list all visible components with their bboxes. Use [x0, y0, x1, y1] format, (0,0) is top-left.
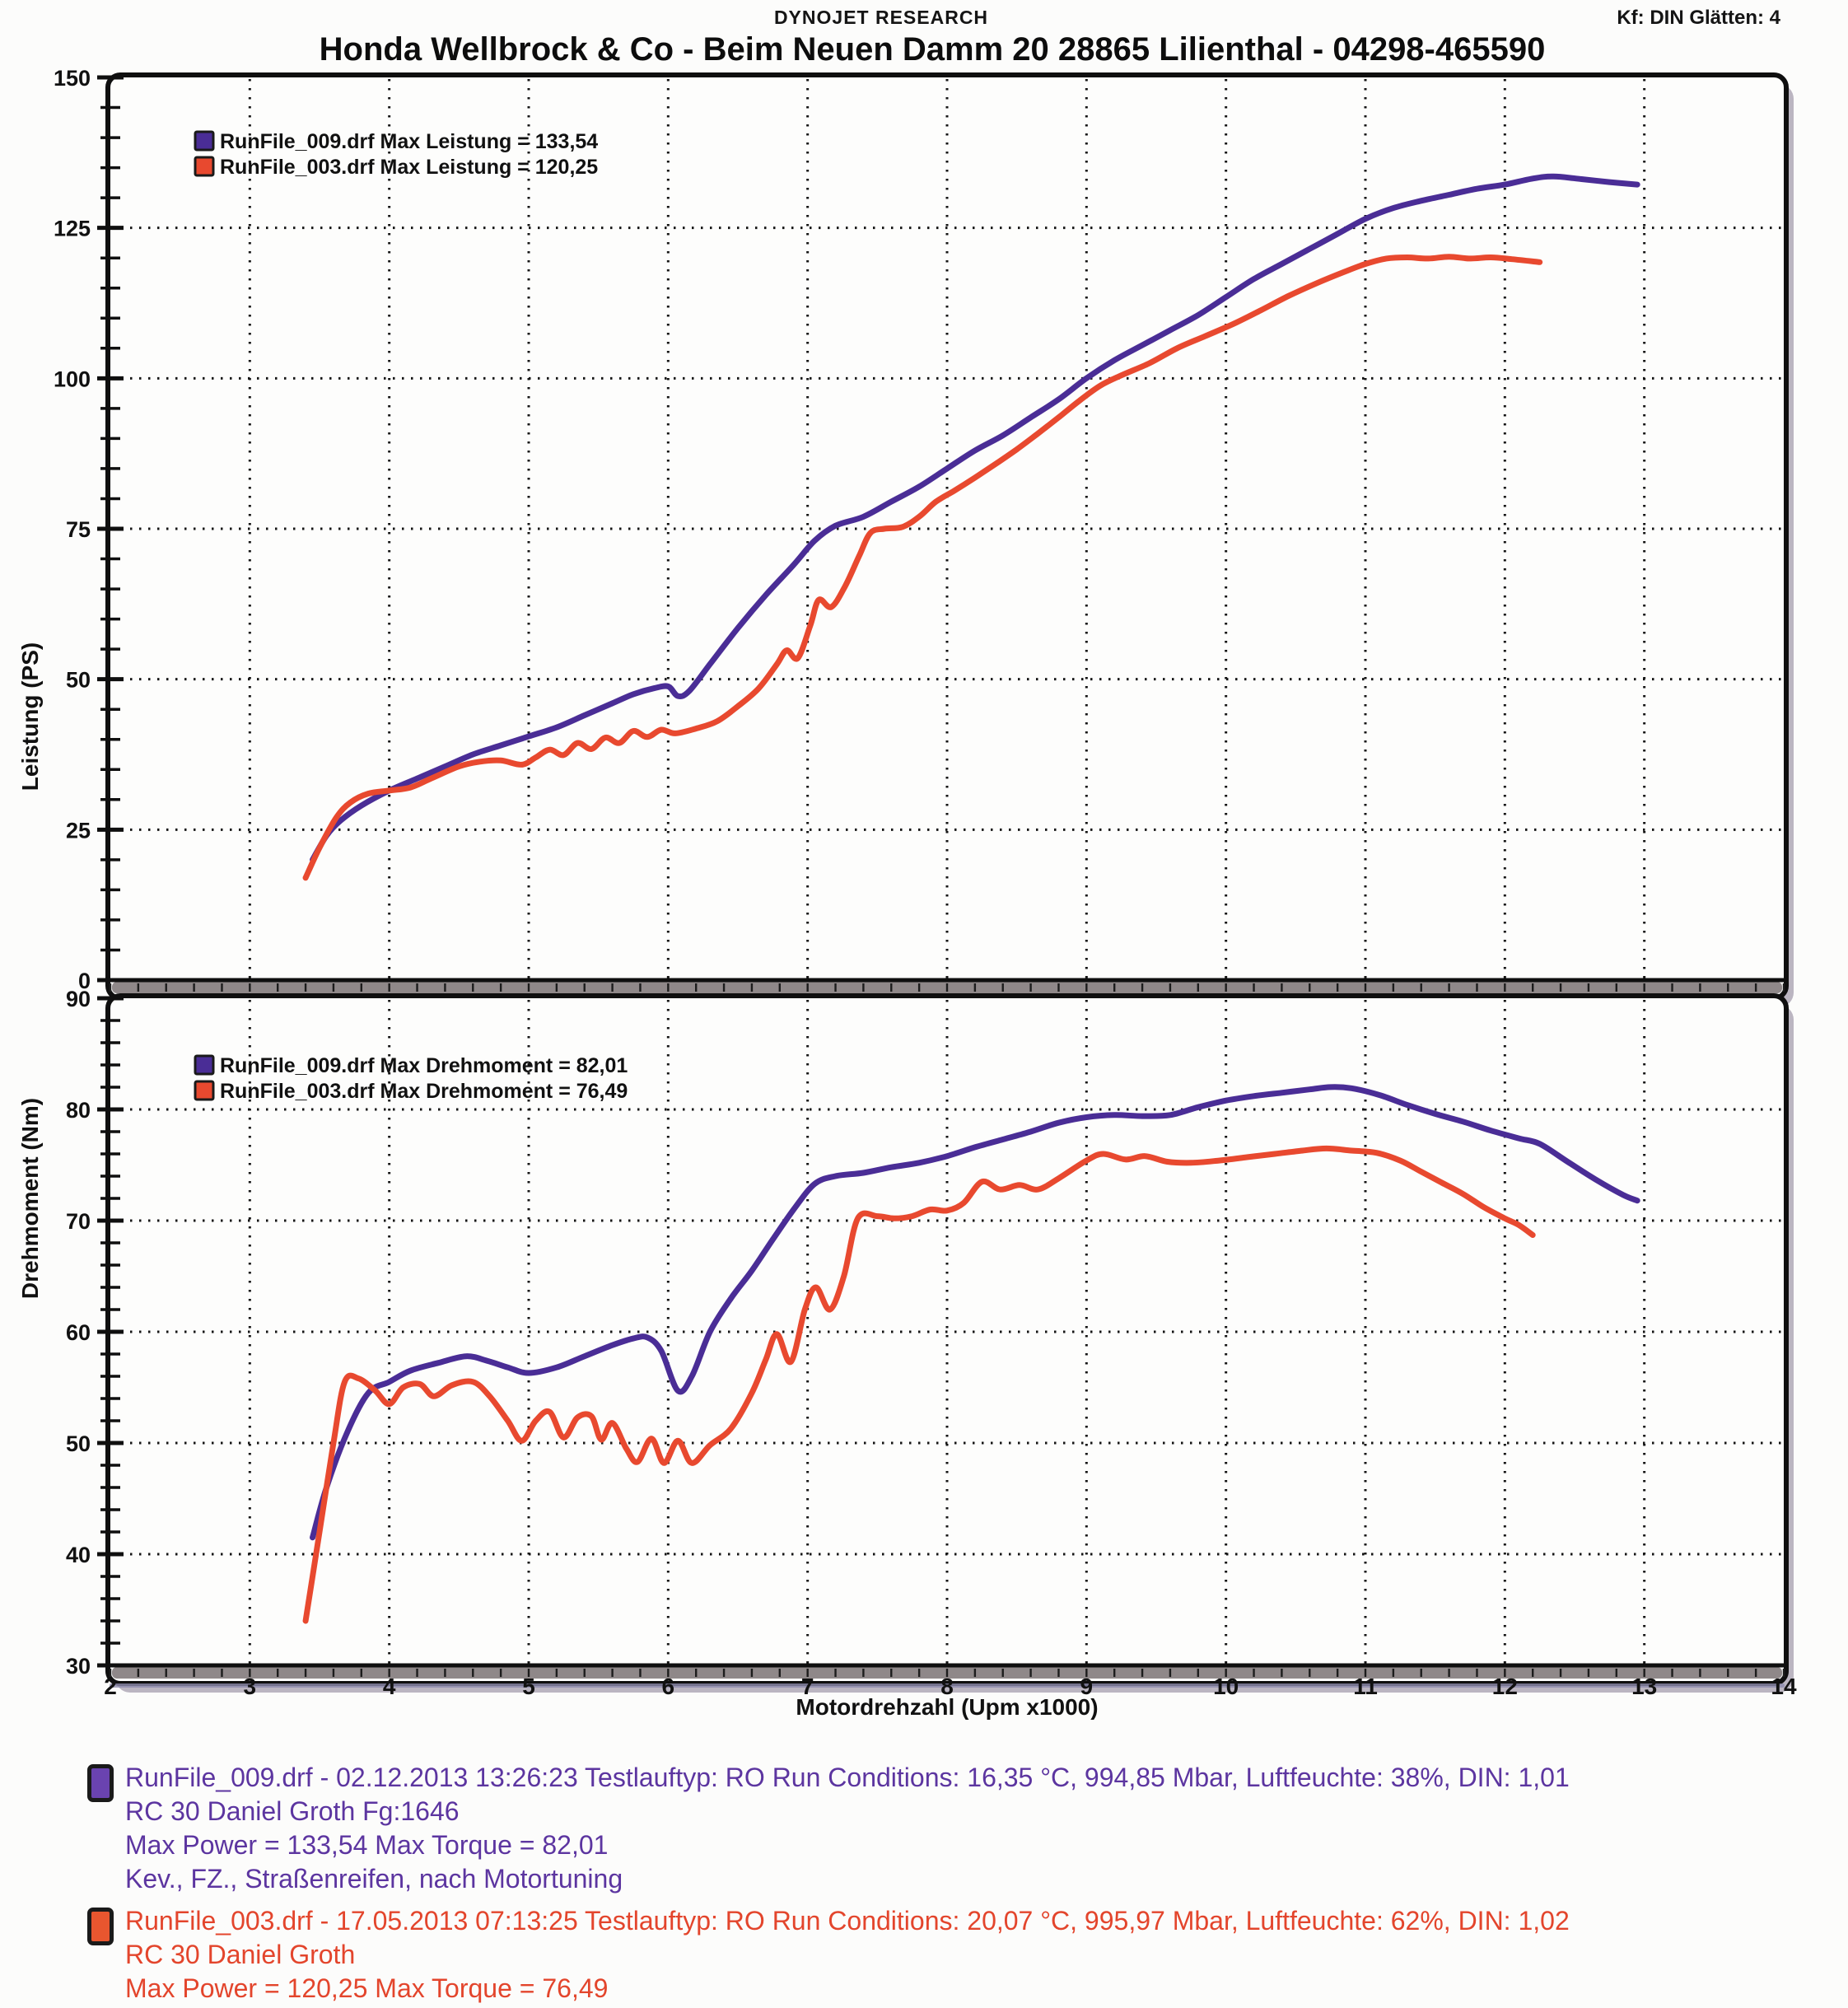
run009-line-notes: Kev., FZ., Straßenreifen, nach Motortuni… — [125, 1864, 623, 1894]
y-tick-label: 80 — [66, 1098, 91, 1123]
legend-label: RunFile_003.drf Max Drehmoment = 76,49 — [220, 1080, 628, 1103]
run-info-block-009: RunFile_009.drf - 02.12.2013 13:26:23 Te… — [87, 1761, 1570, 1896]
torque-chart: 30 40 50 60 70 80 90 Drehmoment (Nm) RunFile_009… — [17, 987, 1797, 1720]
legend-swatch-009 — [194, 1054, 215, 1076]
run-swatch-003-icon — [87, 1908, 114, 1945]
brand-header: DYNOJET RESEARCH — [773, 7, 989, 28]
legend-label: RunFile_003.drf Max Leistung = 120,25 — [220, 156, 598, 179]
page-title: Honda Wellbrock & Co - Beim Neuen Damm 2… — [319, 31, 1546, 68]
curve-runfile_009-drf-power — [310, 173, 1640, 863]
x-tick-label: 7 — [801, 1674, 814, 1699]
legend-swatch-009 — [194, 130, 215, 152]
run003-line-vehicle: RC 30 Daniel Groth — [125, 1940, 356, 1969]
y-tick-label: 125 — [54, 217, 91, 241]
y-tick-label: 60 — [66, 1320, 91, 1345]
run-info-block-003: RunFile_003.drf - 17.05.2013 07:13:25 Te… — [87, 1904, 1570, 2008]
run003-line-max: Max Power = 120,25 Max Torque = 76,49 — [125, 1973, 609, 2003]
curve-runfile_009-drf-torque — [310, 1084, 1640, 1541]
y-tick-label: 40 — [66, 1543, 91, 1567]
curve-runfile_003-drf-torque — [302, 1145, 1536, 1624]
x-tick-label: 11 — [1353, 1674, 1378, 1699]
x-tick-label: 13 — [1631, 1674, 1657, 1699]
legend-swatch-003 — [194, 1080, 215, 1101]
power-chart: 0 25 50 75 100 125 150 Leistung (PS) RunFile_009… — [17, 66, 1794, 1007]
y-tick-label: 90 — [66, 987, 91, 1011]
y-tick-label: 25 — [66, 818, 91, 843]
y-tick-label: 100 — [54, 367, 91, 391]
legend-label: RunFile_009.drf Max Leistung = 133,54 — [220, 130, 598, 153]
run009-line-conditions: RunFile_009.drf - 02.12.2013 13:26:23 Te… — [125, 1763, 1570, 1792]
x-tick-label: 12 — [1492, 1674, 1518, 1699]
run009-line-vehicle: RC 30 Daniel Groth Fg:1646 — [125, 1796, 460, 1826]
run009-line-max: Max Power = 133,54 Max Torque = 82,01 — [125, 1830, 609, 1860]
y-axis-title: Drehmoment (Nm) — [17, 1098, 43, 1299]
y-tick-label: 50 — [66, 1431, 91, 1456]
y-tick-label: 150 — [54, 66, 91, 91]
x-tick-label: 10 — [1213, 1674, 1239, 1699]
y-tick-label: 30 — [66, 1654, 91, 1679]
curve-runfile_003-drf-power — [302, 254, 1543, 881]
y-axis-title: Leistung (PS) — [17, 642, 43, 791]
y-tick-label: 75 — [66, 517, 91, 542]
x-tick-label: 3 — [244, 1674, 257, 1699]
x-axis-title: Motordrehzahl (Upm x1000) — [796, 1694, 1098, 1720]
x-tick-label: 8 — [940, 1674, 954, 1699]
legend-swatch-003 — [194, 156, 215, 177]
run003-line-conditions: RunFile_003.drf - 17.05.2013 07:13:25 Te… — [125, 1906, 1570, 1936]
x-axis-bar-shadow — [110, 1683, 1785, 1688]
x-tick-label: 2 — [104, 1674, 117, 1699]
y-tick-label: 0 — [78, 969, 91, 993]
x-tick-label: 4 — [383, 1674, 396, 1699]
kf-din-note: Kf: DIN Glätten: 4 — [1617, 7, 1780, 29]
x-tick-label: 14 — [1771, 1674, 1797, 1699]
legend-label: RunFile_009.drf Max Drehmoment = 82,01 — [220, 1054, 628, 1077]
x-tick-label: 9 — [1080, 1674, 1094, 1699]
x-tick-label: 5 — [522, 1674, 535, 1699]
y-tick-label: 70 — [66, 1209, 91, 1234]
x-tick-label: 6 — [662, 1674, 675, 1699]
y-tick-label: 50 — [66, 668, 91, 693]
run-swatch-009-icon — [87, 1764, 114, 1802]
